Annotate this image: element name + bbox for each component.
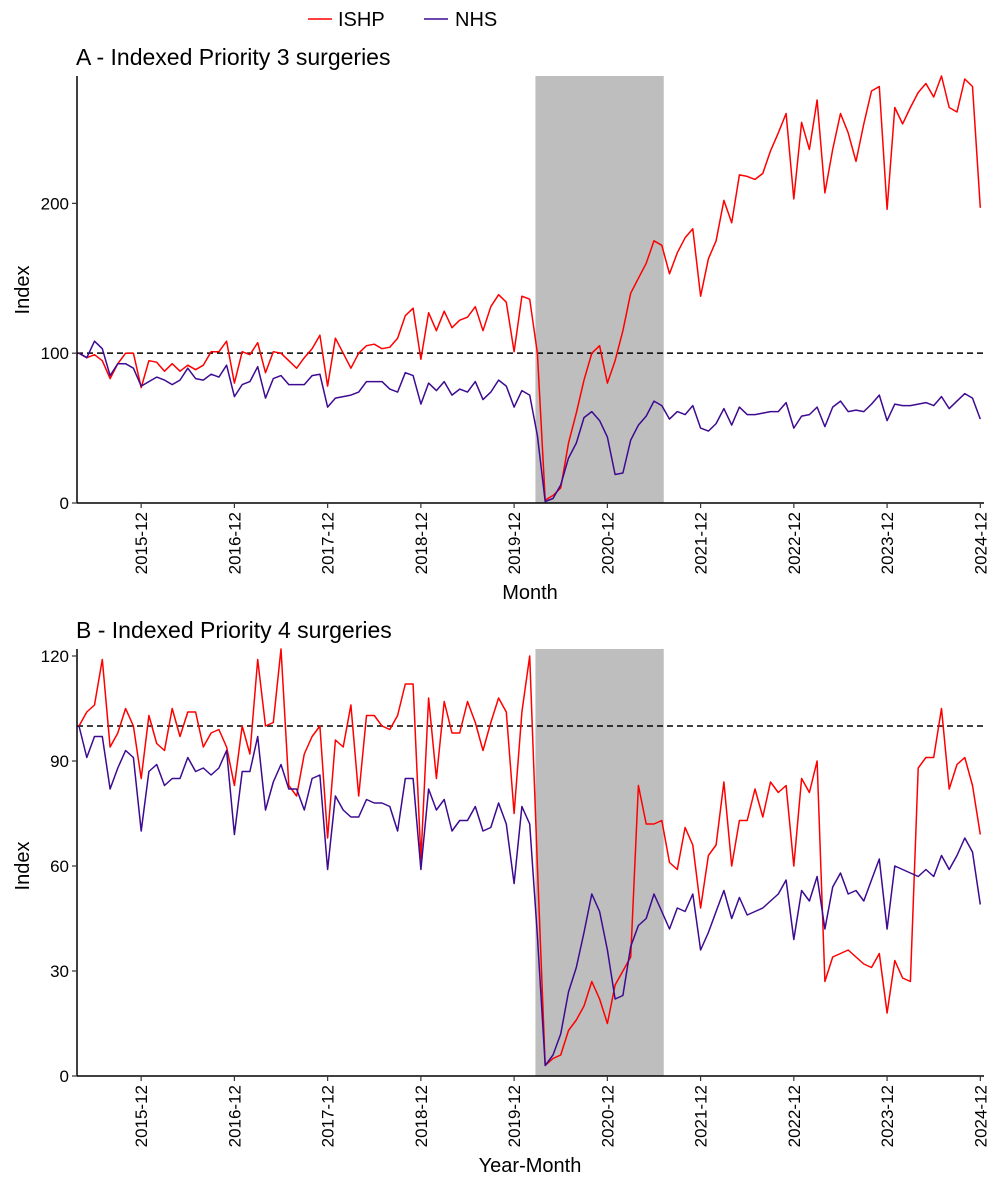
y-tick-label: 100 <box>41 344 69 363</box>
panel-title: A - Indexed Priority 3 surgeries <box>76 44 390 70</box>
x-tick-label: 2022-12 <box>785 512 804 574</box>
covid-shaded-period <box>535 649 664 1076</box>
x-tick-label: 2020-12 <box>598 512 617 574</box>
x-tick-label: 2015-12 <box>132 512 151 574</box>
series-line-ishp <box>78 648 982 1067</box>
x-tick-label: 2021-12 <box>692 1085 711 1147</box>
y-tick-label: 200 <box>41 194 69 213</box>
series-line-nhs <box>78 725 982 1067</box>
legend-label-ishp: ISHP <box>338 9 385 31</box>
legend-label-nhs: NHS <box>455 9 497 31</box>
x-tick-label: 2016-12 <box>225 1085 244 1147</box>
x-tick-label: 2015-12 <box>132 1085 151 1147</box>
y-tick-label: 30 <box>50 962 69 981</box>
x-tick-label: 2024-12 <box>971 1085 990 1147</box>
y-axis-label: Index <box>12 266 34 315</box>
x-tick-label: 2021-12 <box>692 512 711 574</box>
x-tick-label: 2019-12 <box>505 512 524 574</box>
x-axis-label: Year-Month <box>479 1155 582 1177</box>
series-line-nhs <box>78 340 982 503</box>
panel-title: B - Indexed Priority 4 surgeries <box>76 617 392 643</box>
y-tick-label: 120 <box>41 647 69 666</box>
x-tick-label: 2017-12 <box>319 1085 338 1147</box>
y-tick-label: 90 <box>50 752 69 771</box>
x-tick-label: 2023-12 <box>878 1085 897 1147</box>
x-tick-label: 2016-12 <box>225 512 244 574</box>
x-tick-label: 2024-12 <box>971 512 990 574</box>
x-tick-label: 2020-12 <box>598 1085 617 1147</box>
y-tick-label: 0 <box>60 1067 69 1086</box>
x-tick-label: 2018-12 <box>412 1085 431 1147</box>
y-tick-label: 60 <box>50 857 69 876</box>
legend: ISHP NHS <box>308 9 497 31</box>
x-tick-label: 2018-12 <box>412 512 431 574</box>
y-tick-label: 0 <box>60 494 69 513</box>
covid-shaded-period <box>535 76 664 503</box>
panel-b: B - Indexed Priority 4 surgeries Index Y… <box>12 617 990 1177</box>
x-axis-label: Month <box>502 582 558 604</box>
series-line-ishp <box>78 75 982 501</box>
x-tick-label: 2019-12 <box>505 1085 524 1147</box>
x-tick-label: 2022-12 <box>785 1085 804 1147</box>
panel-a: A - Indexed Priority 3 surgeries Index M… <box>12 44 990 604</box>
x-tick-label: 2017-12 <box>319 512 338 574</box>
y-axis-label: Index <box>12 842 34 891</box>
x-tick-label: 2023-12 <box>878 512 897 574</box>
